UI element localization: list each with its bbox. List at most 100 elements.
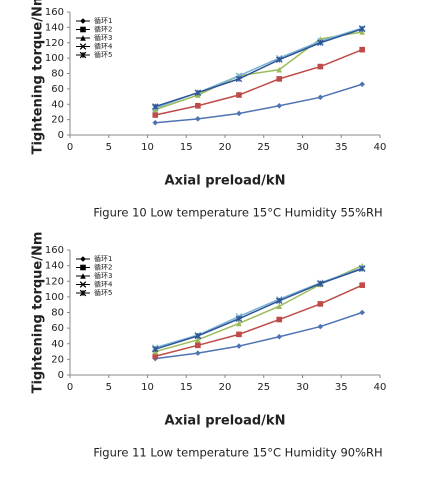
legend-marker (79, 51, 87, 59)
x-tick-label: 15 (180, 382, 193, 393)
y-tick-label: 100 (45, 53, 64, 64)
y-tick-label: 120 (45, 38, 64, 49)
series-line (155, 268, 363, 350)
y-axis-title: Tightening torque/Nm (31, 0, 46, 154)
data-point (359, 46, 365, 53)
data-point (276, 76, 283, 82)
x-tick-label: 40 (374, 142, 387, 153)
data-point (317, 94, 324, 101)
data-point (359, 81, 365, 88)
legend-label: 循环4 (94, 42, 113, 51)
legend-label: 循环2 (94, 263, 112, 272)
caption: Figure 11 Low temperature 15°C Humidity … (93, 446, 382, 460)
data-point (236, 331, 242, 338)
x-tick-label: 20 (219, 142, 232, 153)
x-tick-label: 35 (335, 382, 348, 393)
y-tick-label: 0 (58, 370, 64, 381)
y-tick-label: 40 (51, 99, 64, 110)
data-point (358, 25, 366, 33)
data-point (195, 337, 201, 343)
x-axis-title: Axial preload/kN (165, 414, 286, 429)
data-point (358, 265, 366, 273)
data-point (359, 29, 365, 35)
data-point (317, 301, 324, 307)
y-tick-label: 160 (45, 245, 64, 256)
x-tick-label: 10 (141, 382, 154, 393)
y-axis-title: Tightening torque/Nm (31, 232, 46, 394)
data-point (195, 350, 201, 356)
y-tick-label: 0 (58, 130, 64, 141)
data-point (317, 280, 324, 287)
data-point (276, 333, 283, 340)
series-line (155, 31, 363, 111)
data-point (276, 303, 283, 310)
x-tick-label: 15 (180, 142, 193, 153)
caption: Figure 10 Low temperature 15°C Humidity … (93, 206, 382, 220)
x-tick-label: 10 (141, 142, 154, 153)
data-point (317, 323, 324, 330)
x-tick-label: 5 (106, 142, 112, 153)
y-tick-label: 60 (51, 84, 64, 95)
legend-marker (79, 289, 87, 297)
legend-marker (80, 256, 86, 262)
legend-marker (79, 281, 87, 288)
series-line (155, 83, 363, 124)
y-tick-label: 40 (51, 339, 64, 350)
data-point (235, 315, 243, 323)
y-tick-label: 80 (51, 69, 64, 80)
legend-label: 循环4 (94, 280, 113, 289)
series-line (155, 284, 363, 357)
x-tick-label: 30 (296, 142, 309, 153)
data-point (151, 103, 159, 110)
data-point (151, 345, 159, 353)
x-tick-label: 35 (335, 142, 348, 153)
data-point (152, 353, 159, 360)
legend-label: 循环1 (94, 16, 112, 25)
legend-label: 循环2 (94, 25, 112, 34)
x-tick-label: 25 (257, 142, 270, 153)
data-point (236, 92, 242, 98)
data-point (152, 106, 159, 113)
data-point (275, 56, 283, 63)
legend-marker (80, 264, 86, 271)
x-tick-label: 25 (257, 382, 270, 393)
x-tick-label: 20 (219, 382, 232, 393)
series-line (155, 311, 363, 360)
legend-label: 循环5 (94, 288, 112, 297)
x-tick-label: 30 (296, 382, 309, 393)
data-point (317, 39, 324, 47)
legend-label: 循环3 (94, 271, 112, 280)
data-point (195, 342, 201, 349)
y-tick-label: 140 (45, 261, 64, 272)
data-point (236, 320, 242, 327)
data-point (152, 119, 159, 126)
legend-marker (80, 35, 86, 41)
data-point (236, 343, 242, 349)
data-point (236, 110, 242, 117)
data-point (152, 112, 159, 118)
legend-marker (80, 18, 86, 24)
x-tick-label: 0 (67, 382, 73, 393)
y-tick-label: 120 (45, 276, 64, 287)
data-point (235, 75, 243, 83)
x-axis-title: Axial preload/kN (165, 174, 286, 189)
data-point (276, 316, 283, 323)
x-tick-label: 5 (106, 382, 112, 393)
y-tick-label: 60 (51, 323, 64, 334)
legend-label: 循环1 (94, 254, 112, 263)
legend-label: 循环5 (94, 50, 112, 59)
x-tick-label: 0 (67, 142, 73, 153)
legend-marker (80, 26, 86, 33)
data-point (195, 116, 201, 122)
series-line (155, 48, 363, 116)
legend-marker (80, 273, 86, 279)
data-point (194, 332, 202, 340)
legend-label: 循环3 (94, 33, 112, 42)
data-point (275, 297, 283, 305)
y-tick-label: 100 (45, 292, 64, 303)
data-point (276, 66, 283, 73)
y-tick-label: 160 (45, 7, 64, 18)
data-point (194, 89, 202, 96)
y-tick-label: 80 (51, 308, 64, 319)
